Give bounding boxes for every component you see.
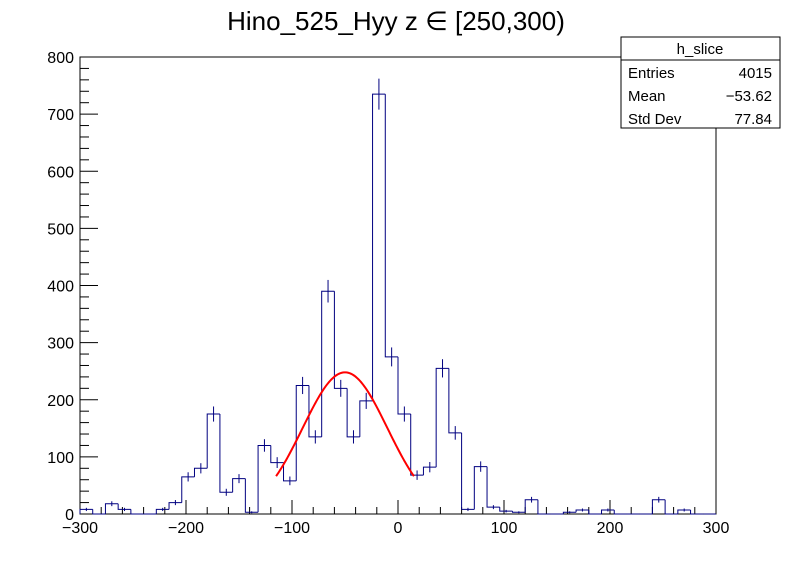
- histogram-bin: [384, 94, 398, 358]
- histogram-bin: [448, 368, 462, 434]
- histogram-bin: [511, 511, 526, 513]
- histogram-bin: [104, 503, 119, 514]
- y-tick-label: 800: [47, 50, 74, 67]
- y-tick-label: 500: [47, 221, 74, 238]
- histogram-bin: [193, 467, 208, 477]
- stats-entries-value: 4015: [739, 65, 772, 82]
- histogram-bin: [372, 93, 386, 401]
- histogram-bin: [486, 466, 500, 508]
- histogram-bin: [130, 509, 144, 515]
- x-tick-label: 0: [394, 520, 403, 537]
- histogram-bin: [308, 385, 322, 438]
- y-tick-label: 0: [65, 507, 74, 524]
- histogram-series: [79, 78, 716, 515]
- histogram-bin: [79, 508, 93, 514]
- stats-stddev-label: Std Dev: [628, 111, 682, 128]
- histogram-bin: [257, 444, 271, 513]
- y-tick-label: 700: [47, 107, 74, 124]
- stats-stddev-value: 77.84: [734, 111, 772, 128]
- histogram-bin: [117, 503, 131, 510]
- histogram-bin: [422, 466, 437, 476]
- stats-mean-value: −53.62: [726, 88, 772, 105]
- y-tick-label: 400: [47, 279, 74, 296]
- x-tick-label: −200: [168, 520, 204, 537]
- fit-curve: [275, 371, 415, 477]
- x-tick-label: −300: [62, 520, 98, 537]
- y-axis: 0 100 200 300 400 500 600 700 800: [47, 50, 98, 524]
- histogram-bin: [244, 478, 259, 513]
- chart-title: Hino_525_Hyy z ∈ [250,300): [227, 6, 565, 36]
- stats-mean-label: Mean: [628, 88, 666, 105]
- x-tick-label: 100: [491, 520, 518, 537]
- histogram-bin: [435, 367, 449, 468]
- stats-box-frame: [620, 36, 781, 129]
- x-axis: −300 −200 −100 0 100 200 300: [62, 500, 729, 537]
- histogram-bin: [295, 384, 309, 481]
- stats-box-title: h_slice: [677, 41, 724, 58]
- y-tick-label: 200: [47, 393, 74, 410]
- histogram-bin: [397, 356, 411, 415]
- histogram-bin: [283, 462, 297, 482]
- histogram-bin: [537, 499, 551, 515]
- histogram-bin: [92, 509, 106, 515]
- histogram-bin: [155, 508, 170, 514]
- histogram-bin: [333, 291, 348, 389]
- x-tick-label: 200: [597, 520, 624, 537]
- histogram-bin: [613, 510, 627, 515]
- histogram-bin: [677, 509, 691, 514]
- histogram-bin: [690, 510, 704, 515]
- histogram-bin: [575, 509, 589, 513]
- histogram-bin: [524, 499, 538, 513]
- y-tick-label: 100: [47, 450, 74, 467]
- histogram-bin: [562, 511, 577, 514]
- stats-entries-label: Entries: [628, 65, 675, 82]
- histogram-bin: [181, 476, 195, 503]
- histogram-bin: [359, 400, 373, 437]
- y-tick-label: 300: [47, 336, 74, 353]
- x-tick-label: −100: [274, 520, 310, 537]
- histogram-bin: [473, 466, 488, 510]
- histogram-bin: [664, 499, 678, 515]
- histogram-bin: [410, 414, 424, 476]
- stats-box: h_slice Entries 4015 Mean −53.62 Std Dev…: [620, 36, 781, 129]
- histogram-bin: [270, 445, 284, 464]
- histogram-bin: [588, 510, 602, 515]
- histogram-bin: [346, 388, 360, 438]
- histogram-bin: [651, 499, 666, 514]
- histogram-bin: [206, 413, 220, 469]
- histogram-bin: [321, 290, 335, 437]
- histogram-bin: [461, 432, 475, 510]
- histogram-bin: [219, 414, 233, 493]
- histogram-bin: [168, 502, 182, 510]
- histogram-bin: [232, 478, 246, 493]
- y-tick-label: 600: [47, 164, 74, 181]
- gaussian-fit: [275, 371, 415, 477]
- x-tick-label: 300: [703, 520, 730, 537]
- histogram-bin: [499, 507, 513, 512]
- histogram-bin: [601, 509, 615, 514]
